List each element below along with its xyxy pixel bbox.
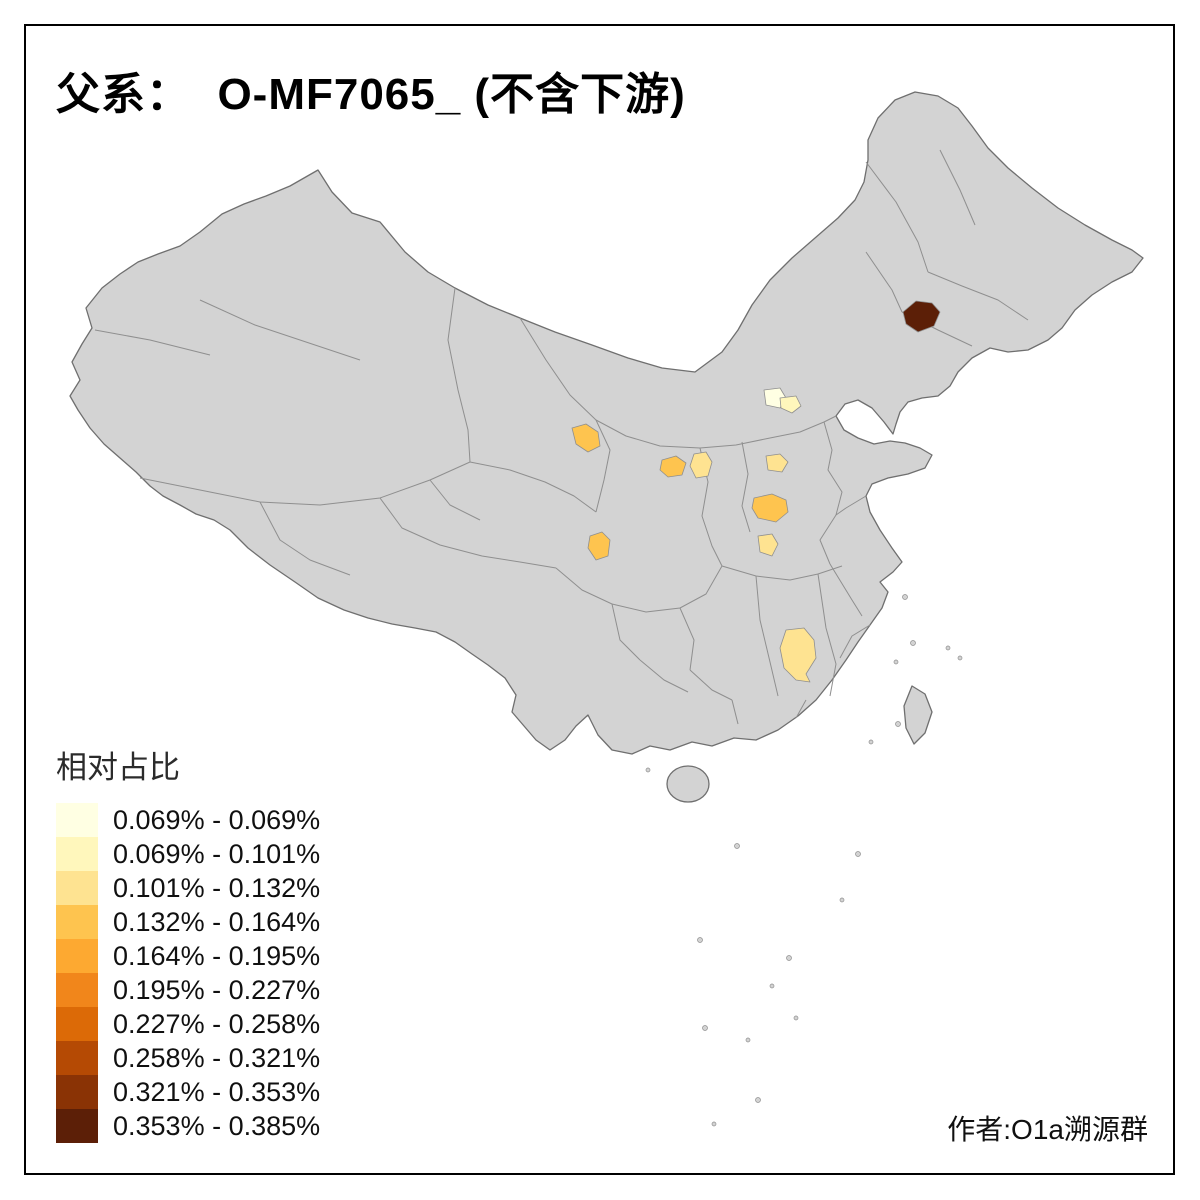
highlight-gansu-gold [571, 423, 601, 453]
highlight-ningxia-gold [659, 455, 687, 478]
highlight-regions [571, 300, 941, 683]
legend-item: 0.164% - 0.195% [56, 939, 320, 973]
highlight-northeast-dark [902, 300, 941, 333]
legend-label: 0.195% - 0.227% [113, 974, 321, 1005]
legend-item: 0.195% - 0.227% [56, 973, 320, 1007]
base-landmass [69, 91, 1144, 803]
legend-swatch [56, 837, 98, 871]
legend-swatch [56, 1007, 98, 1041]
highlight-shaanxi-light [689, 451, 713, 479]
legend-swatch [56, 871, 98, 905]
legend-item: 0.227% - 0.258% [56, 1007, 320, 1041]
legend-label: 0.353% - 0.385% [113, 1110, 321, 1141]
map-title: 父系： O-MF7065_ (不含下游) [56, 70, 686, 119]
legend-item: 0.353% - 0.385% [56, 1109, 320, 1143]
legend-title: 相对占比 [56, 750, 180, 785]
highlight-beijing-east-pale [779, 395, 802, 414]
hainan-island [666, 765, 710, 803]
legend-swatch [56, 905, 98, 939]
author-credit: 作者:O1a溯源群 [947, 1114, 1148, 1145]
legend-swatch [56, 803, 98, 837]
legend-label: 0.132% - 0.164% [113, 906, 321, 937]
legend-swatch [56, 1109, 98, 1143]
legend-label: 0.164% - 0.195% [113, 940, 321, 971]
legend-swatch [56, 1041, 98, 1075]
highlight-hebei-south-light [765, 453, 789, 473]
legend-swatch [56, 973, 98, 1007]
legend-label: 0.069% - 0.069% [113, 804, 321, 835]
legend-item: 0.132% - 0.164% [56, 905, 320, 939]
legend-label: 0.321% - 0.353% [113, 1076, 321, 1107]
mainland-outline [69, 91, 1144, 755]
legend-item: 0.069% - 0.069% [56, 803, 320, 837]
legend-swatch [56, 1075, 98, 1109]
legend-label: 0.069% - 0.101% [113, 838, 321, 869]
legend-swatch [56, 939, 98, 973]
legend: 相对占比 0.069% - 0.069% 0.069% - 0.101% 0.1… [56, 742, 320, 1143]
legend-label: 0.258% - 0.321% [113, 1042, 321, 1073]
highlight-guangdong-north-pale [779, 627, 817, 683]
legend-item: 0.321% - 0.353% [56, 1075, 320, 1109]
highlight-henan-south-light [757, 533, 779, 557]
highlight-henan-gold [751, 493, 789, 523]
legend-item: 0.258% - 0.321% [56, 1041, 320, 1075]
highlight-sichuan-gold [587, 531, 611, 561]
legend-label: 0.101% - 0.132% [113, 872, 321, 903]
taiwan-island [903, 685, 933, 745]
legend-item: 0.069% - 0.101% [56, 837, 320, 871]
island-specks [645, 594, 963, 1127]
legend-item: 0.101% - 0.132% [56, 871, 320, 905]
legend-label: 0.227% - 0.258% [113, 1008, 321, 1039]
